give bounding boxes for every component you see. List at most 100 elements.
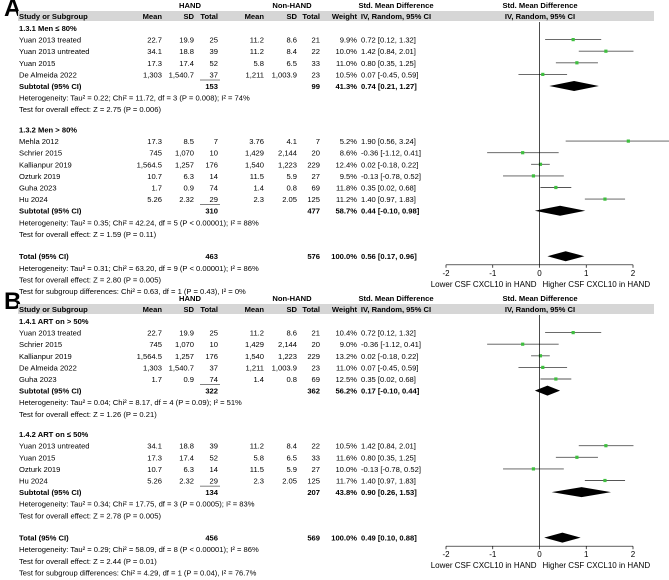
- subtotal-hand-total: 322: [205, 387, 218, 396]
- study-name: Yuan 2013 untreated: [19, 47, 90, 56]
- study-name: De Almeida 2022: [19, 363, 77, 372]
- panel-letter: B: [4, 288, 21, 315]
- subtotal-nonhand-total: 362: [307, 387, 320, 396]
- nonhand-mean: 11.2: [250, 442, 264, 451]
- group2-header: Non-HAND: [272, 1, 312, 10]
- study-name: Yuan 2013 untreated: [19, 442, 90, 451]
- nonhand-mean: 2.3: [253, 477, 264, 486]
- study-effect-ci: 0.02 [-0.18, 0.22]: [361, 352, 418, 361]
- hand-sd: 0.9: [183, 375, 194, 384]
- nonhand-total: 27: [312, 465, 320, 474]
- nonhand-mean: 5.8: [253, 59, 264, 68]
- group1-header: HAND: [179, 1, 201, 10]
- hand-total: 10: [210, 340, 218, 349]
- study-effect-ci: 1.90 [0.56, 3.24]: [361, 137, 416, 146]
- hand-sd: 2.32: [179, 195, 194, 204]
- hand-sd: 19.9: [179, 36, 194, 45]
- hand-total: 74: [210, 375, 218, 384]
- hand-sd: 1,070: [175, 149, 194, 158]
- subtotal-diamond: [549, 81, 599, 91]
- study-weight: 11.8%: [336, 184, 357, 193]
- nonhand-mean: 11.5: [250, 172, 264, 181]
- nonhand-sd: 0.8: [286, 375, 297, 384]
- nonhand-sd: 1,003.9: [272, 363, 297, 372]
- sd1-column-header: SD: [183, 12, 194, 21]
- nonhand-mean: 2.3: [253, 195, 264, 204]
- study-marker: [575, 61, 579, 65]
- subtotal-weight: 58.7%: [335, 207, 357, 216]
- mean2-column-header: Mean: [245, 12, 265, 21]
- nonhand-total: 21: [312, 329, 320, 338]
- subtotal-effect-ci: 0.74 [0.21, 1.27]: [361, 82, 417, 91]
- study-marker: [538, 354, 543, 358]
- subgroup-heterogeneity: Heterogeneity: Tau² = 0.04; Chi² = 8.17,…: [19, 398, 242, 407]
- study-weight: 10.5%: [335, 442, 357, 451]
- subgroup-title: 1.4.2 ART on ≤ 50%: [19, 430, 89, 439]
- subgroup-differences-test: Test for subgroup differences: Chi² = 4.…: [19, 568, 257, 577]
- nonhand-total: 33: [312, 453, 320, 462]
- study-effect-ci: -0.36 [-1.12, 0.41]: [361, 149, 421, 158]
- study-effect-ci: 1.40 [0.97, 1.83]: [361, 195, 416, 204]
- study-weight: 8.6%: [340, 149, 358, 158]
- subtotal-effect-ci: 0.90 [0.26, 1.53]: [361, 488, 417, 497]
- nonhand-sd: 5.9: [286, 465, 297, 474]
- subtotal-hand-total: 153: [205, 82, 218, 91]
- hand-mean: 17.3: [147, 59, 162, 68]
- effect-header-left: Std. Mean Difference: [358, 1, 433, 10]
- study-effect-ci: 0.07 [-0.45, 0.59]: [361, 363, 418, 372]
- nonhand-sd: 1,223: [278, 160, 297, 169]
- sd2-column-header: SD: [286, 12, 297, 21]
- x-tick-label: 1: [584, 269, 589, 278]
- total1-column-header: Total: [200, 12, 218, 21]
- subtotal-weight: 56.2%: [335, 387, 357, 396]
- nonhand-total: 22: [312, 47, 320, 56]
- subgroup-differences-test: Test for subgroup differences: Chi² = 0.…: [19, 287, 246, 296]
- subgroup-heterogeneity: Heterogeneity: Tau² = 0.22; Chi² = 11.72…: [19, 94, 250, 103]
- hand-total: 29: [210, 195, 218, 204]
- total-weight: 100.0%: [331, 252, 357, 261]
- study-column-header: Study or Subgroup: [19, 305, 88, 314]
- x-tick-label: 1: [584, 550, 589, 559]
- study-marker: [604, 49, 608, 53]
- study-effect-ci: 1.40 [0.97, 1.83]: [361, 477, 416, 486]
- subtotal-label: Subtotal (95% CI): [19, 82, 82, 91]
- total2-column-header: Total: [302, 12, 320, 21]
- subgroup-title: 1.3.1 Men ≤ 80%: [19, 24, 77, 33]
- study-marker: [538, 162, 543, 166]
- total-label: Total (95% CI): [19, 534, 69, 543]
- study-marker: [541, 365, 545, 369]
- study-weight: 5.2%: [340, 137, 358, 146]
- nonhand-total: 125: [307, 195, 320, 204]
- study-marker: [531, 467, 536, 471]
- study-effect-ci: -0.13 [-0.78, 0.52]: [361, 172, 421, 181]
- nonhand-sd: 5.9: [286, 172, 297, 181]
- study-weight: 10.4%: [335, 329, 357, 338]
- study-effect-ci: -0.36 [-1.12, 0.41]: [361, 340, 421, 349]
- subgroup-overall-test: Test for overall effect: Z = 1.59 (P = 0…: [19, 230, 157, 239]
- total-label: Total (95% CI): [19, 252, 69, 261]
- subgroup-heterogeneity: Heterogeneity: Tau² = 0.34; Chi² = 17.75…: [19, 500, 255, 509]
- study-marker: [603, 197, 607, 201]
- subtotal-nonhand-total: 99: [312, 82, 320, 91]
- study-name: Hu 2024: [19, 477, 48, 486]
- study-name: Hu 2024: [19, 195, 48, 204]
- mean1-column-header: Mean: [143, 12, 163, 21]
- study-marker: [521, 151, 525, 155]
- subtotal-weight: 41.3%: [335, 82, 357, 91]
- total-effect-ci: 0.56 [0.17, 0.96]: [361, 252, 417, 261]
- hand-sd: 0.9: [183, 184, 194, 193]
- study-weight: 12.4%: [335, 160, 357, 169]
- study-marker: [604, 444, 608, 448]
- study-weight: 12.5%: [335, 375, 357, 384]
- hand-mean: 1,303: [143, 70, 162, 79]
- hand-total: 14: [210, 465, 218, 474]
- study-name: Yuan 2013 treated: [19, 329, 81, 338]
- x-tick-label: -1: [489, 269, 497, 278]
- total-diamond: [547, 251, 585, 262]
- hand-mean: 1,303: [143, 363, 162, 372]
- hand-total: 37: [210, 363, 218, 372]
- subgroup-title: 1.4.1 ART on > 50%: [19, 317, 89, 326]
- study-effect-ci: 0.72 [0.12, 1.32]: [361, 329, 416, 338]
- study-marker: [571, 331, 575, 335]
